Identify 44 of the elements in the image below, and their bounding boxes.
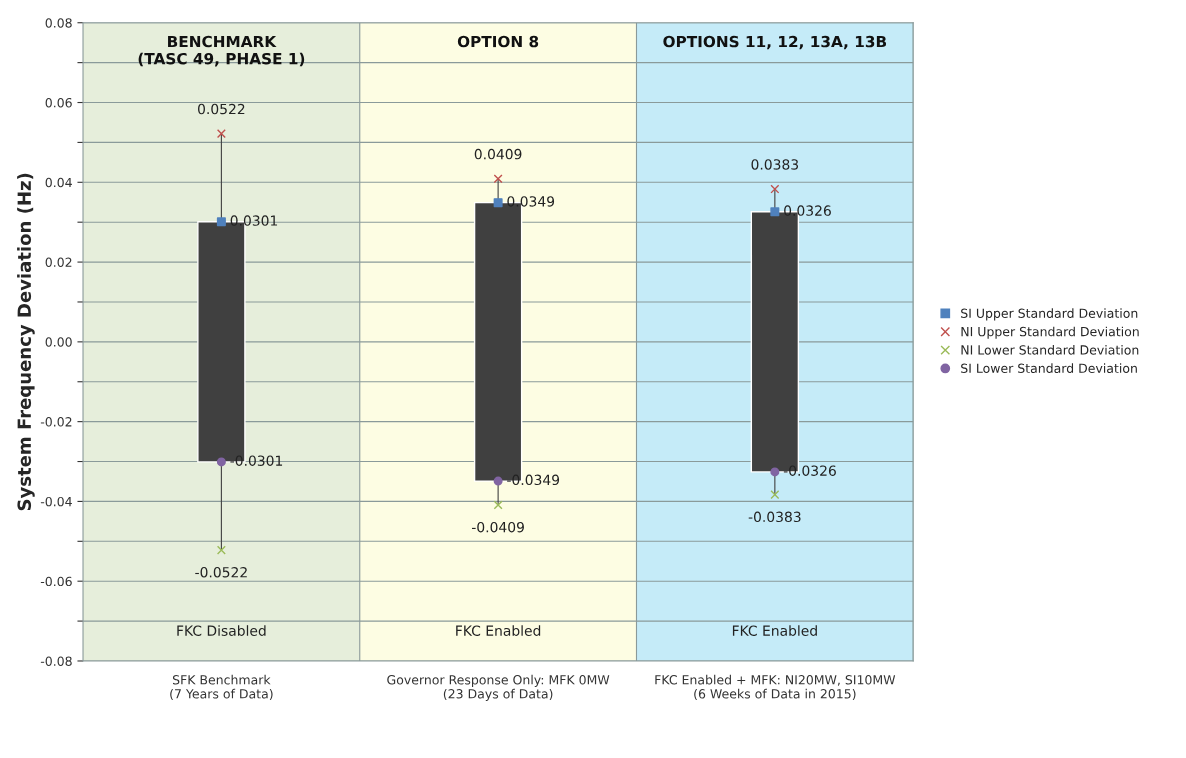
point: [770, 467, 780, 477]
x-tick-label: FKC Enabled + MFK: NI20MW, SI10MW (6 Weeks of Data in 2015): [655, 674, 896, 701]
y-tick-label: -0.02: [40, 417, 72, 427]
y-tick-label: -0.06: [40, 576, 72, 587]
annotation: FKC Enabled: [732, 625, 817, 636]
data-label: -0.0522: [195, 566, 247, 578]
y-tick-label: -0.08: [40, 656, 72, 666]
point: [216, 217, 226, 227]
x-tick-label: SFK Benchmark (7 Years of Data): [170, 674, 273, 701]
x-tick-label: Governor Response Only: MFK 0MW (23 Days of Data): [387, 674, 610, 701]
legend-label: NI Upper Standard Deviation: [961, 326, 1139, 339]
legend-label: SI Lower Standard Deviation: [961, 363, 1137, 374]
point: [770, 490, 780, 500]
y-axis-title: System Frequency Deviation (Hz): [17, 173, 35, 511]
point: [216, 129, 226, 139]
data-label: 0.0522: [198, 103, 245, 115]
point: [770, 207, 780, 217]
annotation: FKC Enabled: [456, 625, 541, 636]
band-label: OPTION 8: [457, 35, 539, 48]
data-label: 0.0301: [230, 215, 278, 226]
point: [493, 174, 503, 184]
point: [493, 500, 503, 510]
band-label: OPTIONS 11, 12, 13A, 13B: [663, 35, 887, 50]
y-tick-label: 0.02: [45, 257, 72, 268]
y-tick-label: 0.06: [45, 97, 72, 108]
legend-label: NI Lower Standard Deviation: [961, 344, 1139, 355]
point: [216, 457, 226, 467]
annotation: FKC Disabled: [177, 625, 266, 636]
point: [770, 184, 780, 194]
y-tick-label: 0.04: [45, 177, 72, 188]
point: [493, 476, 503, 486]
point: [493, 198, 503, 208]
point: [216, 545, 226, 555]
band-label: BENCHMARK (TASC 49, PHASE 1): [138, 35, 305, 67]
data-label: -0.0409: [471, 521, 524, 533]
data-label: 0.0326: [784, 205, 831, 216]
data-label: -0.0383: [748, 511, 801, 523]
y-tick-label: 0.00: [45, 337, 72, 347]
data-label: 0.0349: [507, 196, 555, 207]
legend-label: SI Upper Standard Deviation: [961, 308, 1138, 321]
data-label: 0.0383: [751, 159, 799, 170]
data-label: 0.0409: [474, 148, 522, 160]
y-tick-label: 0.08: [45, 18, 72, 28]
y-tick-label: -0.04: [40, 496, 72, 507]
